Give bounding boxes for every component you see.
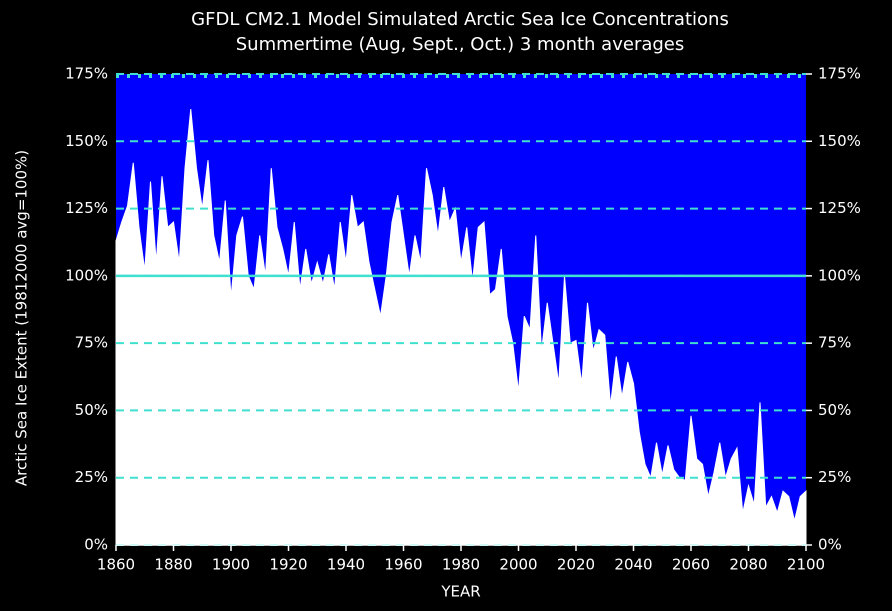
y-tick-label: 150% bbox=[65, 132, 108, 150]
y-tick-label: 125% bbox=[65, 199, 108, 217]
y-tick-label: 50% bbox=[75, 401, 108, 419]
x-tick-label: 2040 bbox=[614, 556, 652, 574]
x-tick-label: 1980 bbox=[442, 556, 480, 574]
x-tick-label: 2020 bbox=[557, 556, 595, 574]
x-tick-label: 1900 bbox=[212, 556, 250, 574]
y2-tick-label: 50% bbox=[818, 401, 851, 419]
y2-tick-label: 0% bbox=[818, 536, 842, 554]
chart-subtitle: Summertime (Aug, Sept., Oct.) 3 month av… bbox=[236, 34, 685, 55]
y2-tick-label: 125% bbox=[818, 199, 861, 217]
x-tick-label: 1920 bbox=[269, 556, 307, 574]
x-tick-label: 1880 bbox=[154, 556, 192, 574]
y2-tick-label: 25% bbox=[818, 468, 851, 486]
chart-title: GFDL CM2.1 Model Simulated Arctic Sea Ic… bbox=[191, 9, 729, 30]
x-tick-label: 2060 bbox=[672, 556, 710, 574]
y2-tick-label: 175% bbox=[818, 65, 861, 83]
y-tick-label: 100% bbox=[65, 266, 108, 284]
x-axis-label: YEAR bbox=[440, 583, 480, 601]
x-tick-label: 2080 bbox=[729, 556, 767, 574]
y-tick-label: 175% bbox=[65, 65, 108, 83]
y2-tick-label: 75% bbox=[818, 334, 851, 352]
x-tick-label: 2100 bbox=[787, 556, 825, 574]
y-tick-label: 0% bbox=[84, 536, 108, 554]
y-tick-label: 75% bbox=[75, 334, 108, 352]
y2-tick-label: 150% bbox=[818, 132, 861, 150]
y2-tick-label: 100% bbox=[818, 266, 861, 284]
x-tick-label: 1860 bbox=[97, 556, 135, 574]
y-axis-label: Arctic Sea Ice Extent (19812000 avg=100%… bbox=[13, 150, 31, 486]
x-tick-label: 2000 bbox=[499, 556, 537, 574]
y-tick-label: 25% bbox=[75, 468, 108, 486]
x-tick-label: 1940 bbox=[327, 556, 365, 574]
ice-area bbox=[115, 108, 807, 546]
x-tick-label: 1960 bbox=[384, 556, 422, 574]
